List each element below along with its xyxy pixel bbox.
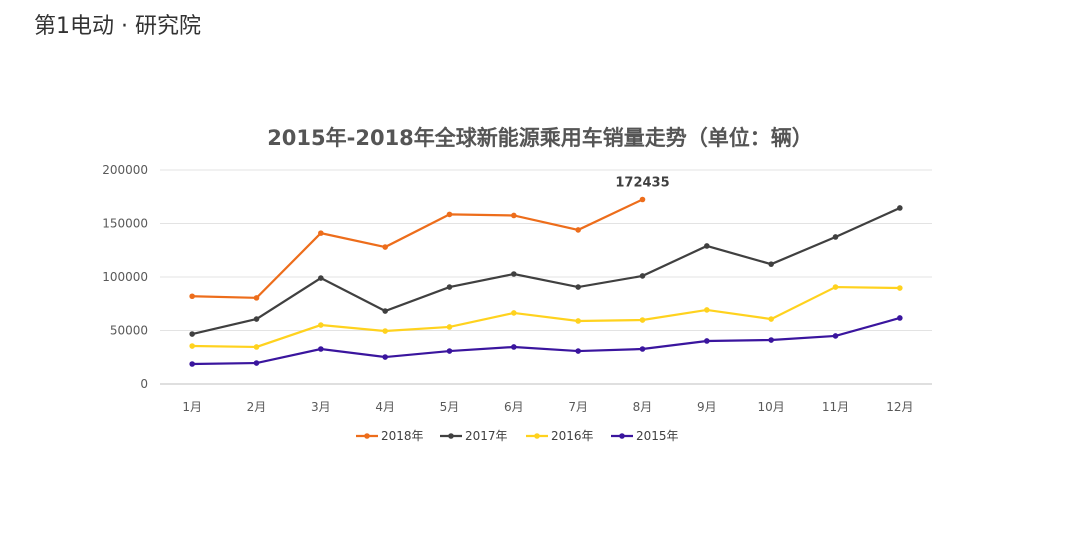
series-line-2017年: [191, 206, 901, 336]
data-point: [253, 295, 260, 301]
data-point: [575, 348, 581, 354]
x-tick-label: 11月: [822, 400, 849, 414]
data-point: [446, 348, 453, 354]
y-tick-label: 200000: [102, 163, 148, 177]
data-point: [446, 324, 453, 330]
data-point: [189, 343, 195, 349]
legend-marker: [448, 433, 454, 439]
x-tick-label: 10月: [758, 400, 785, 414]
data-point: [575, 227, 581, 233]
data-point: [897, 315, 903, 321]
x-tick-label: 6月: [504, 400, 524, 414]
data-point: [832, 333, 839, 339]
data-point: [768, 337, 774, 343]
data-point: [511, 271, 517, 277]
x-tick-label: 12月: [886, 400, 913, 414]
data-point: [897, 285, 903, 291]
legend-label: 2017年: [465, 429, 508, 443]
data-point: [446, 211, 453, 218]
data-point: [511, 344, 517, 350]
data-point: [189, 361, 195, 367]
data-point: [189, 331, 195, 337]
x-tick-label: 8月: [633, 400, 653, 414]
series-line-2015年: [192, 316, 901, 366]
legend-label: 2018年: [381, 429, 424, 443]
data-point: [639, 317, 646, 323]
x-tick-label: 7月: [568, 400, 588, 414]
data-point: [318, 346, 324, 352]
y-tick-label: 50000: [110, 324, 148, 338]
x-tick-label: 3月: [311, 400, 331, 414]
data-point: [446, 284, 453, 290]
data-point: [318, 322, 324, 328]
data-point: [768, 316, 774, 322]
legend-label: 2015年: [636, 429, 679, 443]
data-point: [253, 360, 260, 366]
y-tick-label: 0: [140, 377, 148, 391]
data-point: [253, 344, 260, 350]
data-point: [704, 243, 710, 249]
data-point: [382, 354, 388, 360]
data-point: [382, 328, 388, 334]
series-line-2018年: [192, 198, 643, 299]
chart-title: 2015年-2018年全球新能源乘用车销量走势（单位：辆）: [267, 126, 813, 150]
legend-marker: [534, 433, 540, 439]
data-point: [511, 310, 517, 316]
x-tick-label: 4月: [375, 400, 395, 414]
data-point: [639, 346, 646, 352]
data-point: [897, 205, 903, 211]
data-label: 172435: [615, 175, 669, 190]
data-point: [768, 261, 774, 267]
legend-marker: [619, 433, 625, 439]
data-point: [832, 284, 839, 290]
x-tick-label: 9月: [697, 400, 717, 414]
data-point: [575, 284, 581, 290]
data-point: [832, 234, 839, 240]
data-point: [704, 338, 710, 344]
legend-label: 2016年: [551, 429, 594, 443]
data-point: [189, 293, 195, 300]
legend-marker: [364, 433, 370, 439]
x-tick-label: 1月: [182, 400, 202, 414]
x-tick-label: 5月: [440, 400, 460, 414]
data-point: [253, 316, 260, 322]
y-tick-label: 150000: [102, 217, 148, 231]
data-point: [382, 308, 388, 314]
y-tick-label: 100000: [102, 270, 148, 284]
logo-text: 第1电动 · 研究院: [34, 14, 201, 39]
series-line-2016年: [192, 285, 900, 349]
x-tick-label: 2月: [247, 400, 267, 414]
data-point: [511, 212, 517, 219]
logo: 第1电动 · 研究院: [34, 8, 201, 40]
data-point: [575, 318, 581, 324]
data-point: [318, 275, 324, 281]
data-point: [382, 244, 388, 250]
data-point: [704, 307, 710, 313]
data-point: [318, 230, 324, 236]
data-point: [639, 196, 646, 203]
data-point: [639, 273, 646, 279]
